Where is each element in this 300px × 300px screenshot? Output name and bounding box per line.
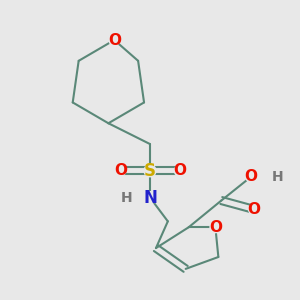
Circle shape <box>115 166 126 176</box>
Circle shape <box>144 165 156 177</box>
Circle shape <box>210 222 221 232</box>
Text: O: O <box>108 32 121 47</box>
Circle shape <box>274 172 282 181</box>
Text: H: H <box>120 190 132 205</box>
Circle shape <box>109 35 120 45</box>
Text: H: H <box>272 170 284 184</box>
Text: O: O <box>173 163 186 178</box>
Circle shape <box>246 171 256 182</box>
Text: S: S <box>144 162 156 180</box>
Circle shape <box>144 192 156 203</box>
Text: O: O <box>248 202 260 217</box>
Text: O: O <box>244 169 258 184</box>
Text: O: O <box>209 220 222 235</box>
Circle shape <box>122 194 130 202</box>
Text: N: N <box>143 189 157 207</box>
Circle shape <box>174 166 185 176</box>
Circle shape <box>249 204 260 215</box>
Text: O: O <box>114 163 127 178</box>
